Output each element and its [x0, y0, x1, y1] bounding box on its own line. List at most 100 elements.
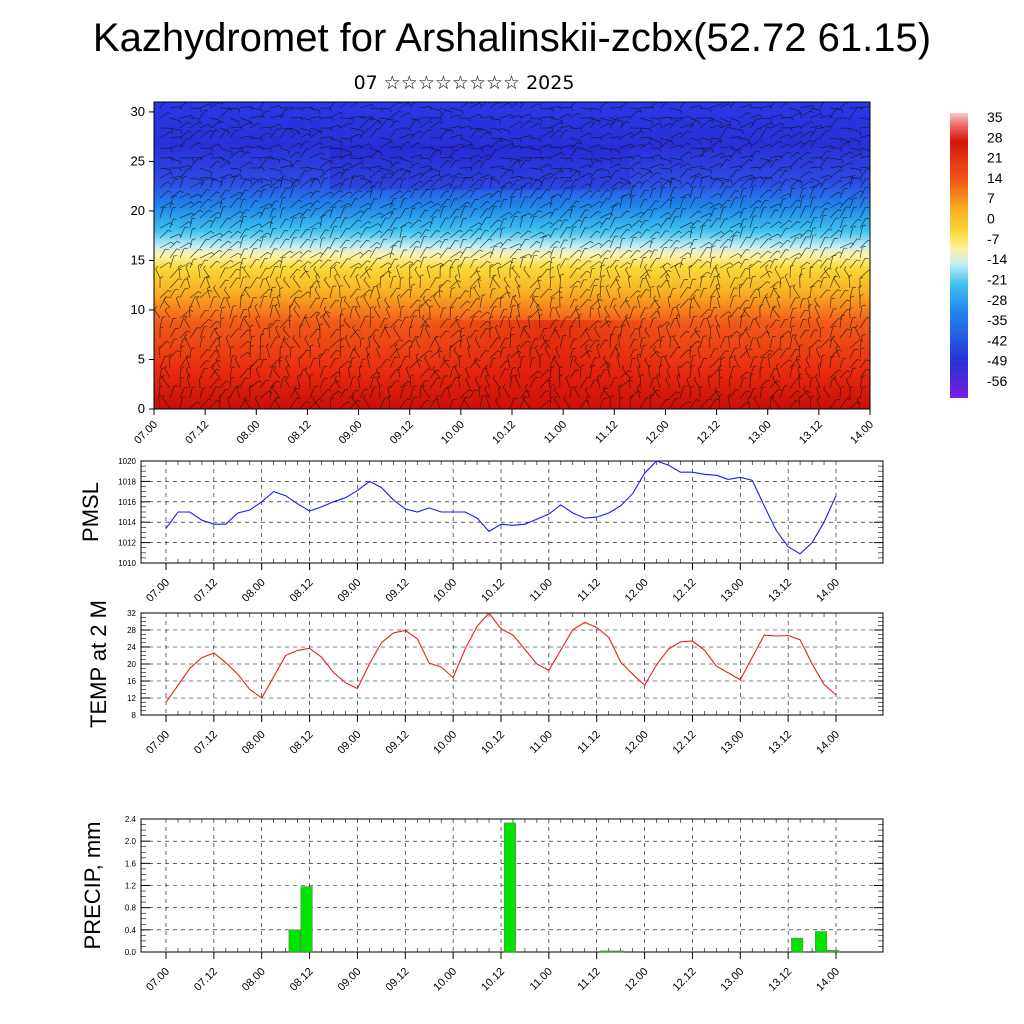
wind-barb [569, 387, 572, 399]
wind-barb-flag [608, 132, 613, 136]
wind-barb-flag [772, 284, 776, 288]
wind-barb [709, 326, 712, 339]
wind-barb-flag [654, 299, 659, 302]
wind-barb [349, 262, 359, 269]
wind-barb-flag [447, 279, 451, 282]
colorbar-label: -42 [987, 332, 1007, 348]
wind-barb-flag [769, 349, 774, 353]
wind-barb-flag [552, 195, 556, 198]
wind-barb [229, 268, 237, 279]
wind-barb-flag [846, 328, 851, 331]
wind-barb [739, 316, 743, 329]
wind-barb-flag [276, 336, 280, 338]
wind-barb-flag [536, 178, 541, 181]
wind-barb [312, 399, 321, 409]
wind-barb [574, 360, 581, 369]
wind-barb-flag [608, 122, 612, 126]
wind-barb [159, 147, 172, 149]
wind-barb [409, 359, 419, 369]
wind-barb [604, 308, 611, 319]
wind-barb-flag [293, 297, 297, 301]
wind-barb [819, 267, 829, 279]
wind-barb-flag [717, 295, 721, 299]
x-tick-label: 09.00 [336, 577, 364, 605]
wind-barb-flag [276, 380, 281, 383]
wind-barb-flag [154, 306, 157, 310]
wind-barb [579, 377, 588, 389]
wind-barb-flag [688, 151, 692, 154]
wind-barb-flag [285, 377, 288, 381]
wind-barb-flag [596, 343, 601, 347]
wind-barb-flag [855, 324, 859, 328]
wind-barb-flag [818, 259, 823, 262]
wind-barb [379, 157, 392, 163]
wind-barb [839, 398, 848, 409]
wind-barb [178, 266, 181, 279]
wind-barb-flag [687, 168, 692, 171]
wind-barb-flag [341, 308, 346, 310]
wind-barb-flag [575, 179, 580, 181]
wind-barb-flag [470, 167, 473, 171]
wind-barb-flag [687, 142, 691, 146]
wind-barb-flag [778, 281, 782, 284]
wind-barb [579, 400, 586, 409]
wind-barb-flag [570, 168, 572, 173]
wind-barb [639, 250, 650, 259]
wind-barb-flag [501, 138, 503, 143]
wind-barb-flag [208, 398, 212, 401]
wind-barb [699, 177, 703, 189]
wind-barb [309, 398, 319, 409]
wind-barb [609, 147, 620, 152]
wind-barb-flag [336, 350, 340, 352]
wind-barb [549, 385, 552, 399]
wind-barb-flag [536, 287, 541, 290]
wind-barb [859, 218, 867, 229]
wind-barb [789, 317, 792, 329]
wind-barb-flag [369, 180, 374, 184]
y-tick-label: 1010 [118, 559, 136, 568]
wind-barb [479, 261, 488, 269]
wind-barb-flag [550, 266, 554, 269]
wind-barb [203, 268, 211, 279]
wind-barb-flag [417, 142, 421, 145]
wind-barb [299, 369, 304, 379]
x-tick-label: 10.00 [431, 966, 459, 994]
wind-barb [789, 390, 798, 399]
wind-barb [739, 208, 744, 219]
wind-barb [269, 200, 276, 209]
wind-barb-flag [485, 229, 489, 232]
wind-barb [789, 365, 793, 379]
wind-barb [693, 379, 701, 389]
wind-barb [749, 216, 754, 229]
wind-barb [789, 157, 799, 169]
wind-barb [579, 203, 589, 209]
wind-barb [339, 168, 347, 179]
wind-barb [709, 368, 720, 379]
x-tick-label: 09.12 [388, 419, 416, 447]
wind-barb-flag [640, 374, 645, 376]
wind-barb [719, 155, 731, 159]
wind-barb [772, 398, 781, 409]
wind-barb-flag [564, 219, 569, 221]
wind-barb [479, 127, 491, 133]
wind-barb [509, 211, 518, 219]
wind-barb [469, 359, 478, 369]
wind-barb [539, 369, 548, 379]
wind-barb [218, 337, 221, 349]
wind-barb [709, 137, 722, 140]
wind-barb-flag [538, 210, 543, 213]
wind-barb-flag [731, 180, 733, 184]
wind-barb [829, 217, 837, 229]
wind-barb-flag [667, 295, 671, 298]
wind-barb [179, 309, 191, 319]
wind-barb [529, 231, 542, 239]
wind-barb [425, 328, 431, 339]
wind-barb [819, 202, 828, 209]
wind-barb-flag [769, 159, 774, 162]
wind-barb [334, 276, 341, 289]
wind-barb-flag [778, 140, 783, 144]
wind-barb [429, 174, 439, 179]
wind-barb [219, 240, 229, 249]
wind-barb-flag [358, 262, 362, 266]
wind-barb-flag [812, 105, 815, 109]
